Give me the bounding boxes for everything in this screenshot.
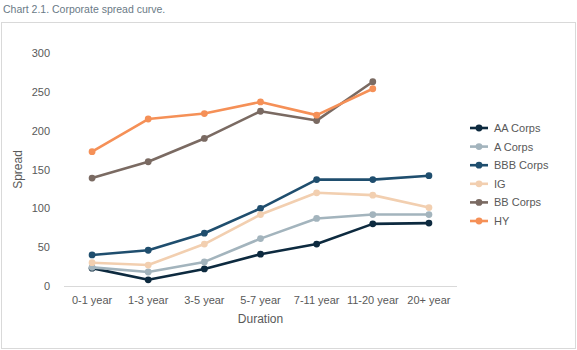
point bbox=[201, 266, 208, 273]
legend-label: AA Corps bbox=[494, 122, 541, 134]
point bbox=[89, 259, 96, 266]
y-tick-label: 300 bbox=[32, 47, 50, 59]
x-tick-label: 3-5 year bbox=[184, 294, 225, 306]
point bbox=[257, 205, 264, 212]
x-tick-label: 5-7 year bbox=[240, 294, 281, 306]
point bbox=[257, 235, 264, 242]
legend-marker bbox=[476, 180, 483, 187]
legend-marker bbox=[476, 218, 483, 225]
x-tick-label: 20+ year bbox=[407, 294, 450, 306]
plot-area bbox=[89, 78, 433, 283]
point bbox=[426, 220, 433, 227]
point bbox=[89, 148, 96, 155]
point bbox=[369, 192, 376, 199]
y-axis-label: Spread bbox=[11, 150, 25, 189]
point bbox=[201, 259, 208, 266]
y-tick bbox=[53, 53, 56, 54]
series-line bbox=[92, 82, 373, 178]
point bbox=[201, 110, 208, 117]
legend: AA Corps A Corps BBB Corps IG BB Corps HY bbox=[470, 122, 549, 227]
point bbox=[313, 241, 320, 248]
point bbox=[369, 220, 376, 227]
series-line bbox=[92, 215, 429, 272]
point bbox=[426, 204, 433, 211]
y-tick-label: 150 bbox=[32, 164, 50, 176]
x-axis bbox=[64, 286, 457, 287]
y-tick bbox=[53, 91, 56, 92]
point bbox=[313, 112, 320, 119]
point bbox=[145, 247, 152, 254]
point bbox=[426, 172, 433, 179]
y-tick bbox=[53, 169, 56, 170]
point bbox=[426, 211, 433, 218]
point bbox=[89, 252, 96, 259]
legend-label: IG bbox=[494, 178, 506, 190]
series-line bbox=[92, 176, 429, 255]
legend-marker bbox=[476, 199, 483, 206]
title: Chart 2.1. Corporate spread curve. bbox=[3, 3, 165, 15]
point bbox=[145, 269, 152, 276]
y-tick-label: 50 bbox=[38, 241, 50, 253]
point bbox=[145, 116, 152, 123]
legend-marker bbox=[476, 143, 483, 150]
legend-label: A Corps bbox=[494, 141, 534, 153]
series-line bbox=[92, 89, 373, 152]
y-tick bbox=[53, 247, 56, 248]
point bbox=[369, 85, 376, 92]
point bbox=[201, 230, 208, 237]
point bbox=[145, 262, 152, 269]
legend-label: HY bbox=[494, 215, 510, 227]
chart: Chart 2.1. Corporate spread curve. 0 50 100… bbox=[0, 0, 577, 350]
point bbox=[257, 251, 264, 258]
y-tick bbox=[53, 208, 56, 209]
x-tick-label: 7-11 year bbox=[294, 294, 340, 306]
point bbox=[201, 135, 208, 142]
y-tick bbox=[53, 286, 56, 287]
legend-label: BBB Corps bbox=[494, 159, 549, 171]
point bbox=[145, 158, 152, 165]
legend-marker bbox=[476, 125, 483, 132]
point bbox=[145, 276, 152, 283]
y-tick bbox=[53, 130, 56, 131]
x-axis-label: Duration bbox=[238, 312, 283, 326]
y-tick-label: 200 bbox=[32, 125, 50, 137]
x-tick-label: 0-1 year bbox=[72, 294, 113, 306]
point bbox=[369, 211, 376, 218]
point bbox=[257, 108, 264, 115]
series-line bbox=[92, 193, 429, 265]
legend-label: BB Corps bbox=[494, 196, 542, 208]
point bbox=[257, 211, 264, 218]
y-tick-label: 250 bbox=[32, 86, 50, 98]
point bbox=[257, 99, 264, 106]
x-tick-label: 1-3 year bbox=[128, 294, 169, 306]
point bbox=[369, 78, 376, 85]
point bbox=[313, 189, 320, 196]
point bbox=[369, 176, 376, 183]
chart-frame bbox=[2, 23, 576, 349]
x-tick-label: 11-20 year bbox=[347, 294, 399, 306]
legend-marker bbox=[476, 162, 483, 169]
y-tick-label: 0 bbox=[44, 280, 50, 292]
point bbox=[313, 176, 320, 183]
point bbox=[89, 175, 96, 182]
y-tick-label: 100 bbox=[32, 202, 50, 214]
point bbox=[201, 241, 208, 248]
point bbox=[313, 215, 320, 222]
